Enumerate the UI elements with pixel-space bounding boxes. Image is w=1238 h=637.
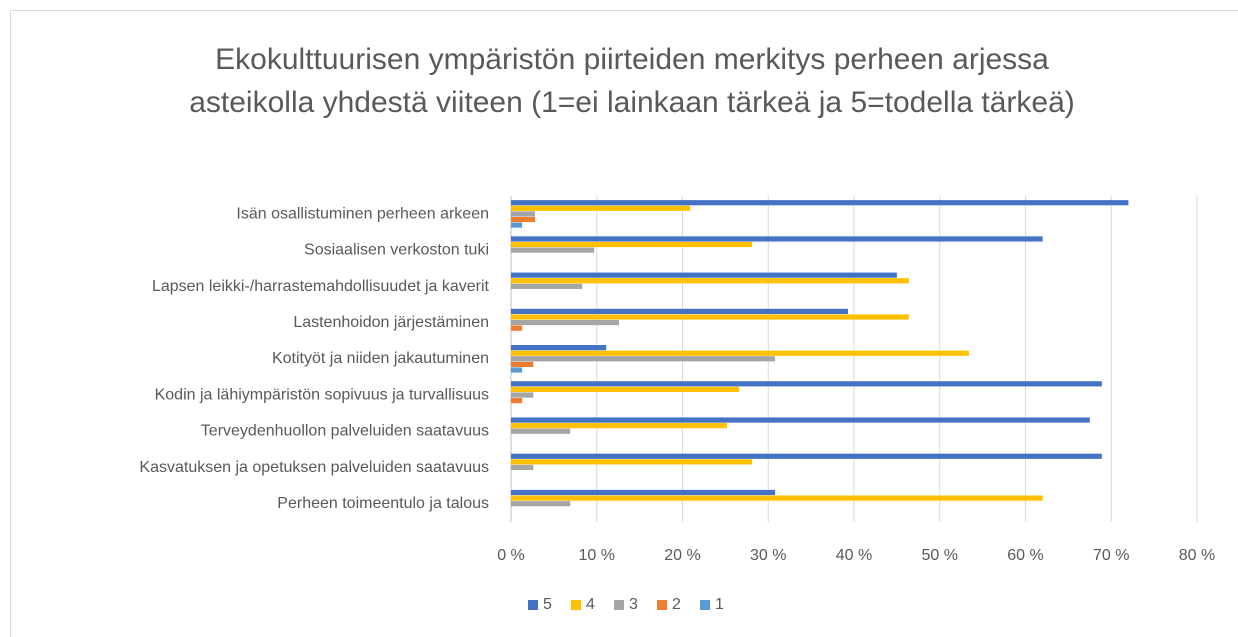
chart-title: Ekokulttuurisen ympäristön piirteiden me… [189, 43, 1075, 119]
bar [511, 222, 523, 228]
bar [511, 247, 595, 253]
bar [511, 386, 740, 393]
x-tick-label: 50 % [922, 547, 958, 564]
y-tick-label: Perheen toimeentulo ja talous [277, 495, 489, 512]
legend-label: 5 [543, 596, 552, 613]
y-tick-label: Kotityöt ja niiden jakautuminen [272, 350, 489, 367]
x-tick-label: 30 % [750, 547, 786, 564]
bar [511, 459, 752, 465]
bar [511, 489, 776, 496]
y-tick-label: Lapsen leikki-/harrastemahdollisuudet ja… [152, 278, 490, 295]
bar [511, 241, 752, 248]
y-tick-label: Isän osallistuminen perheen arkeen [236, 205, 489, 222]
legend-swatch [614, 600, 624, 610]
x-tick-label: 70 % [1093, 547, 1129, 564]
x-tick-label: 60 % [1007, 547, 1043, 564]
legend-label: 3 [629, 596, 638, 613]
bar [511, 501, 571, 507]
bar [511, 278, 909, 284]
x-tick-label: 80 % [1179, 547, 1215, 564]
legend-swatch [571, 600, 581, 610]
x-tick-label: 40 % [836, 547, 872, 564]
bar [511, 325, 523, 331]
bar [511, 345, 607, 351]
bar [511, 272, 897, 278]
bar [511, 356, 776, 362]
bar [511, 367, 523, 373]
bar [511, 453, 1102, 459]
chart-frame [10, 10, 1238, 637]
bar [511, 423, 728, 429]
legend-swatch [700, 600, 710, 610]
bar [511, 464, 534, 471]
legend-label: 4 [586, 596, 595, 613]
x-tick-label: 0 % [497, 547, 525, 564]
bar [511, 308, 848, 314]
y-tick-label: Lastenhoidon järjestäminen [293, 314, 489, 331]
bar [511, 200, 1129, 206]
legend-label: 1 [715, 596, 724, 613]
y-tick-label: Terveydenhuollon palveluiden saatavuus [201, 423, 489, 440]
y-tick-label: Sosiaalisen verkoston tuki [304, 242, 489, 259]
bar [511, 216, 536, 223]
bar [511, 495, 1043, 501]
bar [511, 417, 1090, 423]
bar [511, 205, 691, 211]
bar [511, 319, 620, 326]
bar [511, 314, 909, 320]
bar [511, 392, 534, 398]
bar [511, 398, 523, 404]
legend-swatch [657, 600, 667, 610]
x-tick-label: 20 % [664, 547, 700, 564]
bar [511, 236, 1043, 242]
bar [511, 211, 536, 217]
y-tick-label: Kodin ja lähiympäristön sopivuus ja turv… [155, 386, 489, 403]
legend-swatch [528, 600, 538, 610]
bar [511, 283, 583, 289]
bar [511, 350, 969, 356]
bar [511, 361, 534, 367]
y-tick-label: Kasvatuksen ja opetuksen palveluiden saa… [139, 459, 489, 476]
legend-label: 2 [672, 596, 681, 613]
bar [511, 381, 1102, 387]
x-tick-label: 10 % [579, 547, 615, 564]
bar [511, 428, 571, 434]
